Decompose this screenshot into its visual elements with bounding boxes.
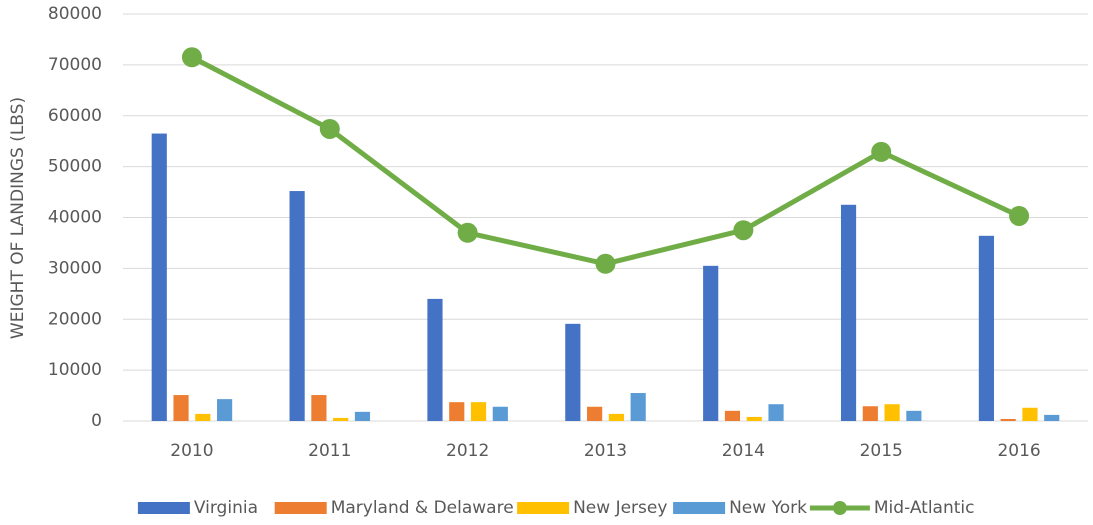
line-marker (181, 47, 202, 68)
bar (333, 417, 349, 421)
bar (1000, 418, 1016, 421)
bar (470, 402, 487, 421)
bar (746, 416, 762, 421)
x-tick-label: 2013 (584, 441, 627, 461)
bar (587, 406, 603, 421)
line-marker (733, 220, 754, 241)
y-tick-label: 70000 (48, 55, 102, 75)
bar (768, 404, 784, 421)
line-marker (457, 222, 478, 243)
bar (978, 235, 994, 421)
bar (608, 413, 624, 421)
bar (906, 410, 922, 421)
legend-swatch (274, 502, 327, 514)
legend-swatch (137, 502, 190, 514)
line (190, 55, 1021, 267)
line-marker (595, 253, 616, 274)
y-tick-label: 30000 (48, 258, 102, 278)
bar (630, 393, 646, 421)
bar (195, 413, 211, 421)
y-tick-label: 40000 (48, 208, 102, 228)
x-tick-label: 2014 (722, 441, 765, 461)
bar (884, 404, 900, 421)
y-tick-label: 10000 (48, 360, 102, 380)
y-axis-label: WEIGHT OF LANDINGS (LBS) (8, 97, 28, 339)
bar (151, 133, 167, 421)
y-tick-label: 20000 (48, 309, 102, 329)
x-tick-label: 2011 (308, 441, 351, 461)
line-marker (1009, 205, 1030, 226)
y-tick-label: 50000 (48, 157, 102, 177)
legend-label: Mid-Atlantic (874, 498, 975, 518)
y-tick-label: 80000 (48, 4, 102, 24)
bar (427, 298, 443, 421)
legend-swatch (517, 502, 570, 514)
y-tick-label: 60000 (48, 106, 102, 126)
line-marker (871, 141, 892, 162)
bar (565, 323, 581, 421)
bar (724, 410, 741, 421)
x-tick-label: 2010 (170, 441, 213, 461)
x-tick-label: 2015 (860, 441, 903, 461)
line-marker (319, 118, 340, 139)
legend-label: Maryland & Delaware (331, 498, 514, 518)
bar (862, 406, 878, 421)
x-tick-label: 2016 (997, 441, 1040, 461)
bar (840, 204, 857, 421)
bar (703, 265, 719, 421)
bar (173, 395, 189, 421)
legend-label: Virginia (194, 498, 258, 518)
legend-swatch (673, 502, 726, 514)
bar (354, 411, 371, 421)
bar (449, 402, 465, 421)
bar (492, 406, 508, 421)
legend-swatch (832, 501, 847, 515)
bar (217, 399, 233, 421)
bar (1022, 407, 1038, 421)
bar (311, 395, 327, 421)
legend-label: New Jersey (573, 498, 667, 518)
y-tick-label: 0 (91, 411, 102, 431)
bar (289, 191, 305, 421)
x-tick-label: 2012 (446, 441, 489, 461)
bar (1044, 414, 1060, 421)
legend-label: New York (729, 498, 807, 518)
